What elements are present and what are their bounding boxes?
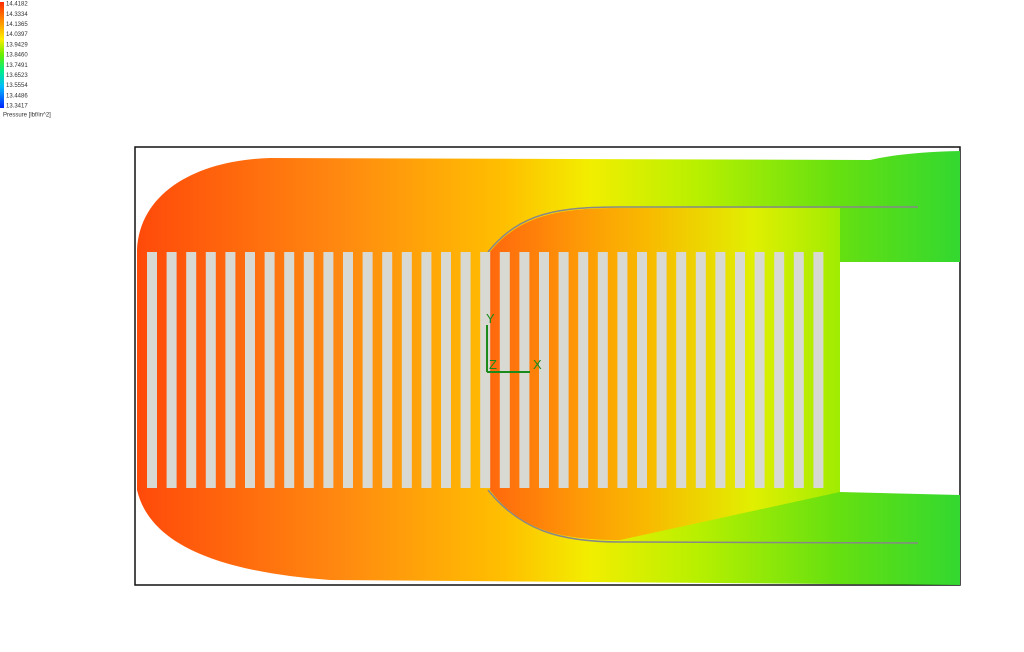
outlet-block: [841, 262, 959, 492]
legend-label: 13.6523: [6, 73, 28, 79]
fin: [245, 252, 255, 488]
fin: [656, 252, 667, 488]
legend-label: 13.4486: [6, 93, 28, 99]
fin: [264, 252, 275, 488]
fin: [147, 252, 157, 488]
fin: [382, 252, 393, 488]
fin: [401, 252, 412, 488]
fin: [695, 252, 706, 488]
fin: [186, 252, 197, 488]
axis-label: X: [533, 357, 542, 372]
fin: [617, 252, 628, 488]
fin: [323, 252, 334, 488]
fin: [480, 252, 491, 488]
axis-label: Y: [486, 311, 495, 326]
fin: [637, 252, 647, 488]
divider: [487, 206, 918, 253]
axis-label: Z: [489, 357, 497, 372]
fin: [421, 252, 432, 488]
fin: [676, 252, 687, 488]
fin: [715, 252, 726, 488]
legend-label: 13.7491: [6, 63, 28, 69]
fin: [225, 252, 236, 488]
divider: [487, 489, 919, 544]
legend-label: 13.5554: [6, 83, 28, 89]
fin: [205, 252, 216, 488]
color-bar: [0, 2, 4, 108]
fins: [147, 252, 824, 488]
fin: [735, 252, 745, 488]
fin: [519, 252, 530, 488]
fin: [578, 252, 589, 488]
fin: [343, 252, 353, 488]
fin: [793, 252, 804, 488]
legend-label: 14.4182: [6, 2, 28, 8]
fin: [813, 252, 824, 488]
fin: [362, 252, 373, 488]
legend-label: 13.9429: [6, 42, 28, 48]
domain-box: [134, 146, 961, 586]
legend-label: 14.1365: [6, 22, 28, 28]
legend-label: 14.0397: [6, 32, 28, 38]
fin: [441, 252, 451, 488]
fin: [539, 252, 549, 488]
fin: [597, 252, 608, 488]
legend-label: 13.8460: [6, 53, 28, 59]
fin: [774, 252, 785, 488]
fin: [499, 252, 510, 488]
fin: [303, 252, 314, 488]
fin: [754, 252, 765, 488]
fin: [284, 252, 295, 488]
axis-triad: Y Z X: [486, 311, 542, 373]
fin: [166, 252, 177, 488]
fin: [558, 252, 569, 488]
legend-label: 13.3417: [6, 104, 28, 110]
fin: [460, 252, 471, 488]
legend-label: 14.3334: [6, 12, 28, 18]
legend: 14.4182 14.3334 14.1365 14.0397 13.9429 13.84…: [0, 2, 51, 119]
legend-title: Pressure [lbf/in^2]: [3, 113, 51, 119]
